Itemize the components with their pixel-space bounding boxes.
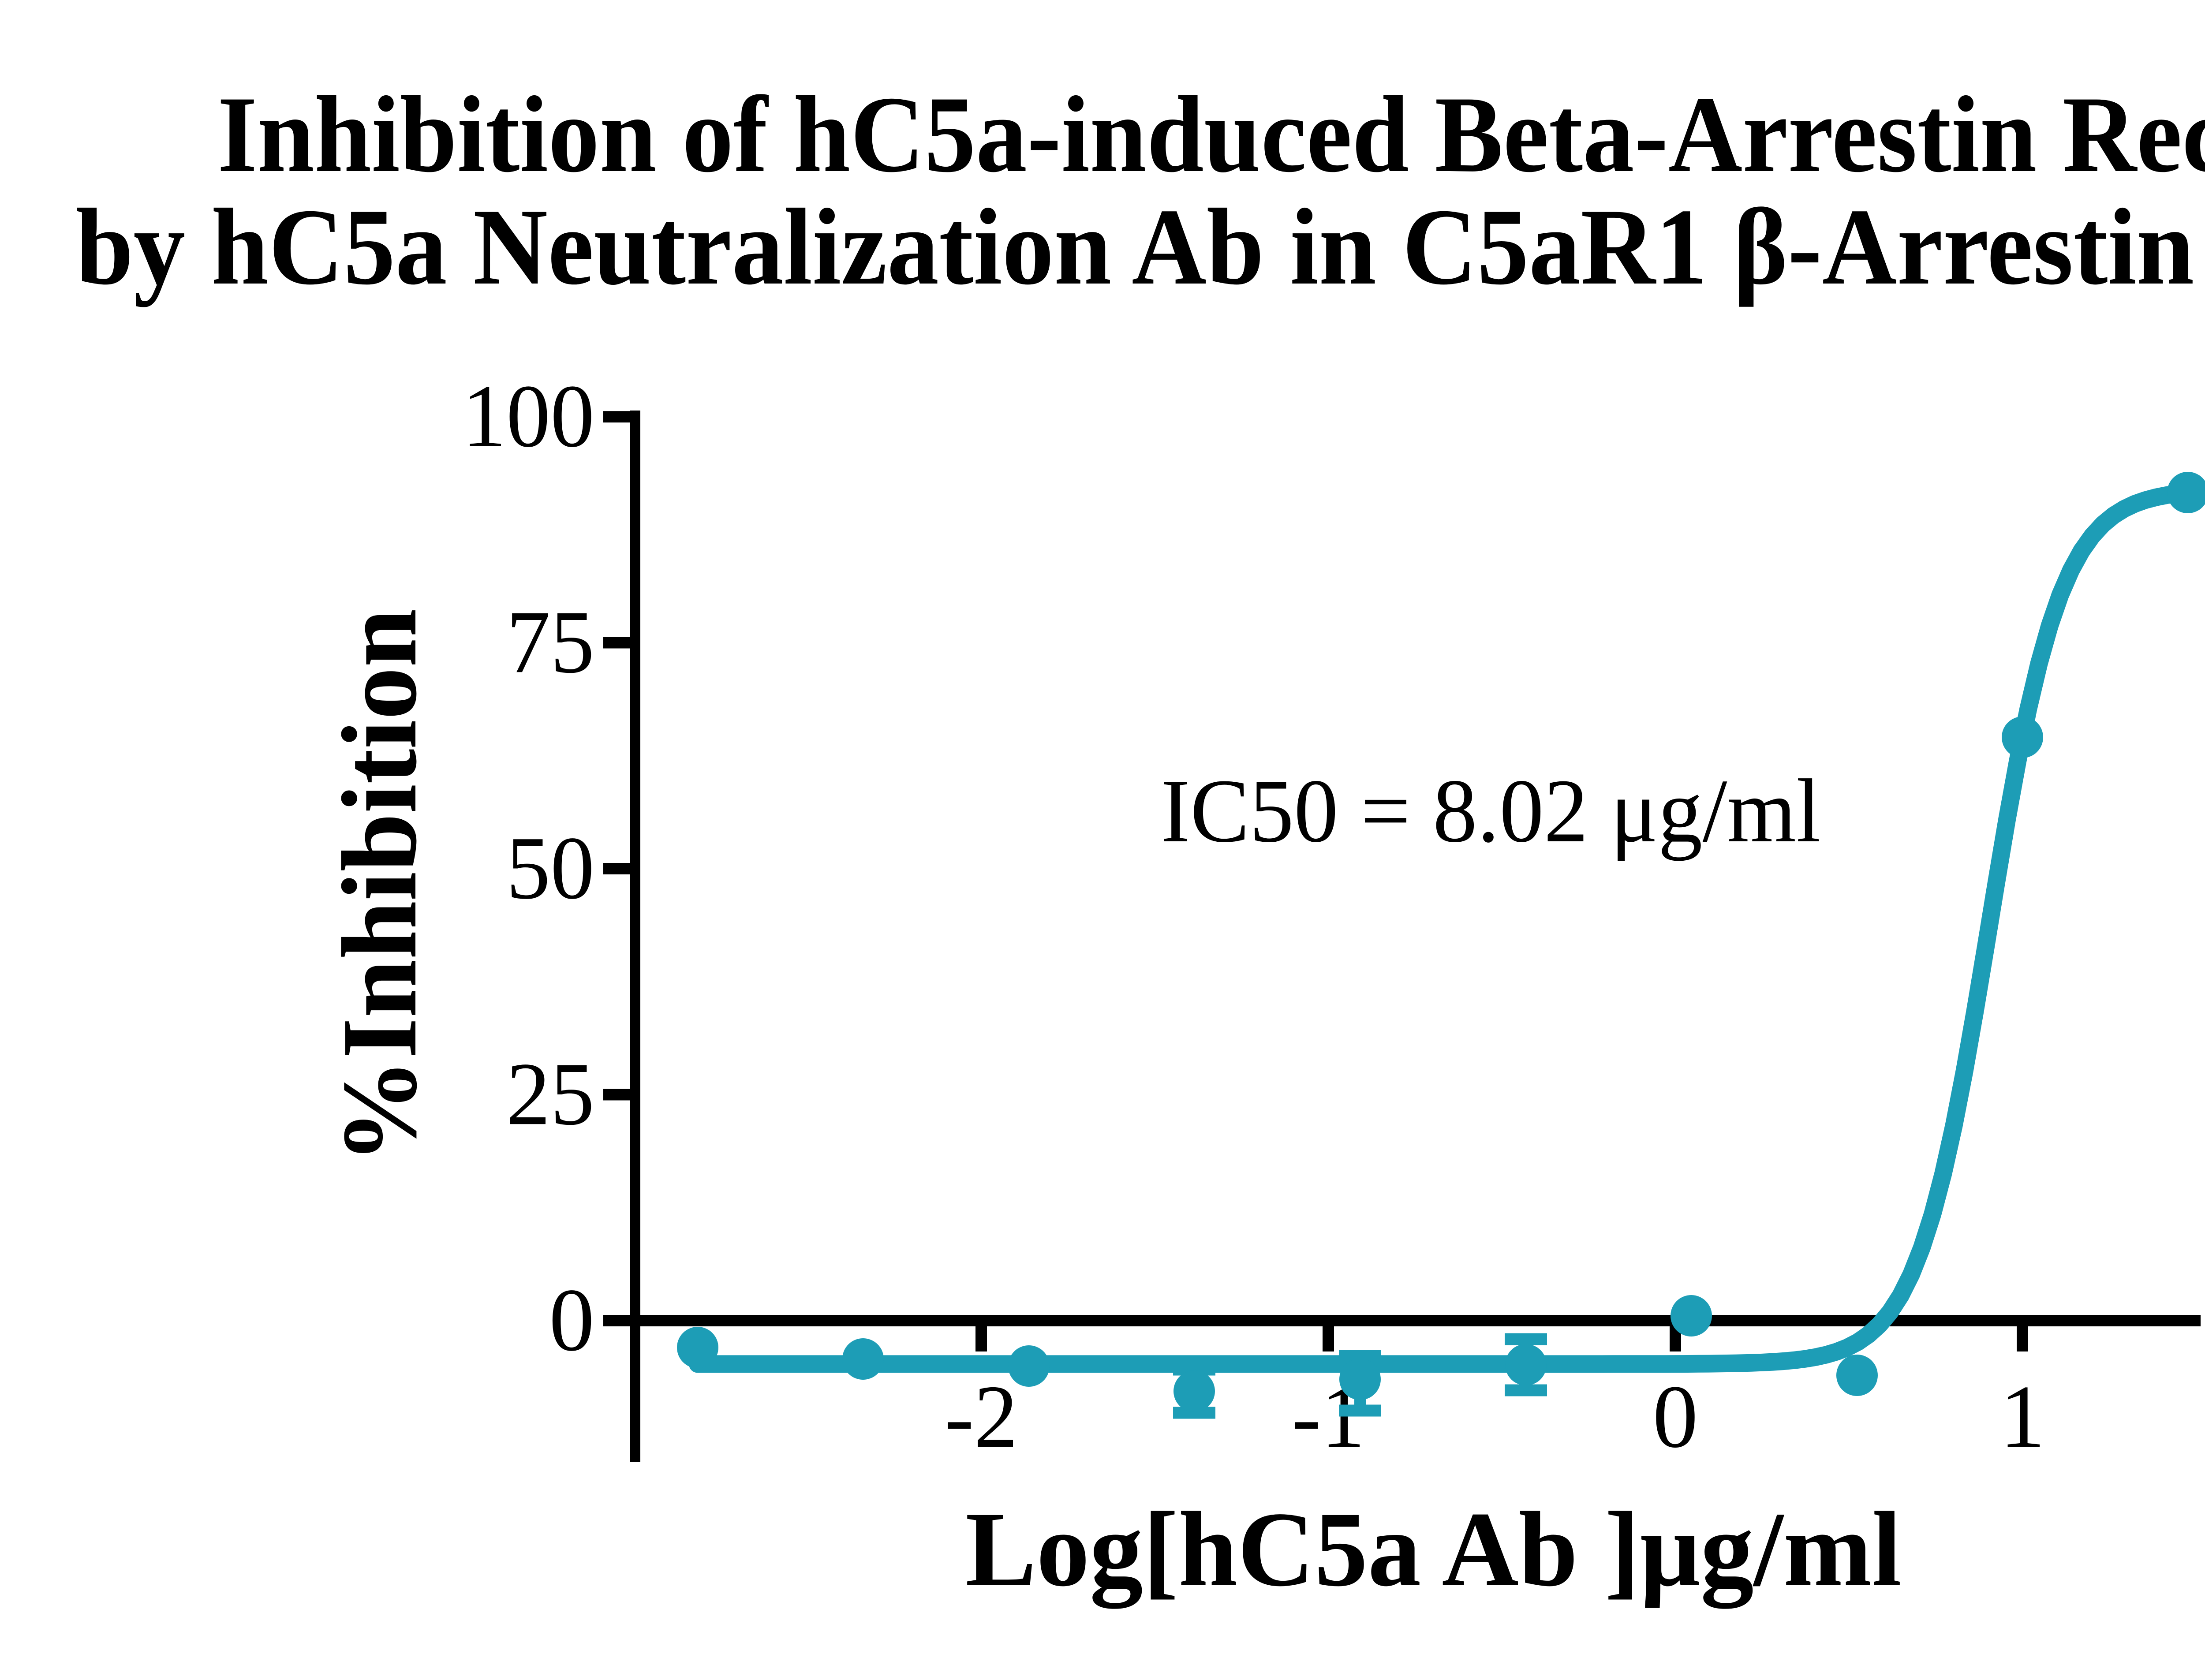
svg-text:1: 1	[2000, 1367, 2045, 1467]
svg-text:25: 25	[506, 1044, 594, 1144]
svg-text:IC50 = 8.02 μg/ml: IC50 = 8.02 μg/ml	[1161, 760, 1821, 861]
svg-text:0: 0	[549, 1270, 594, 1370]
svg-text:0: 0	[1653, 1367, 1698, 1467]
svg-text:-2: -2	[945, 1367, 1018, 1467]
svg-text:50: 50	[506, 818, 594, 918]
svg-text:Inhibition of hC5a-induced Bet: Inhibition of hC5a-induced Beta-Arrestin…	[217, 74, 2205, 195]
svg-text:75: 75	[506, 592, 594, 692]
svg-text:%Inhibition: %Inhibition	[320, 609, 439, 1164]
svg-text:by hC5a Neutralization Ab in C: by hC5a Neutralization Ab in C5aR1 β-Arr…	[76, 186, 2205, 307]
svg-text:Log[hC5a Ab ]μg/ml: Log[hC5a Ab ]μg/ml	[965, 1490, 1902, 1609]
svg-text:100: 100	[462, 366, 594, 466]
